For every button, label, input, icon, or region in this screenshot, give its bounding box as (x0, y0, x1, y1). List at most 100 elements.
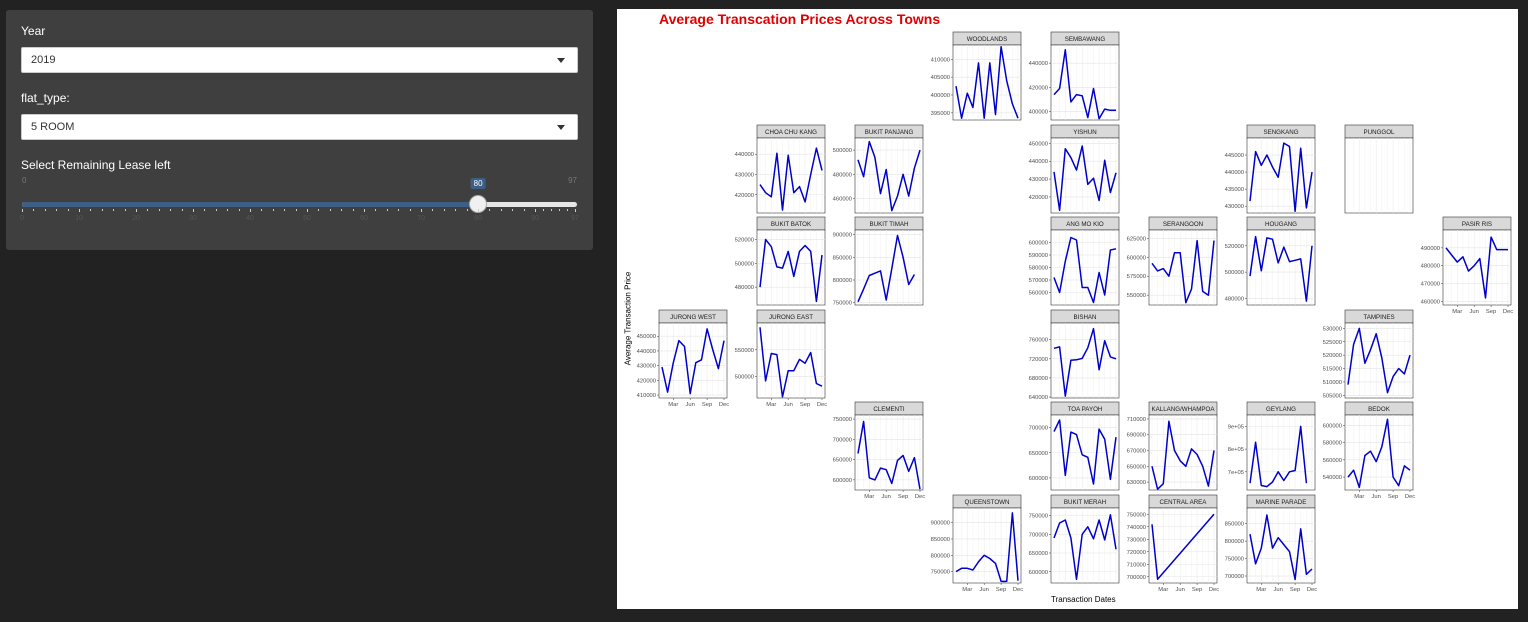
sidebar-panel: Year 2019 flat_type: 5 ROOM Select Remai… (6, 10, 593, 250)
x-tick-label: Dec (817, 402, 827, 408)
year-select[interactable]: 2019 (21, 47, 578, 73)
x-tick-label: Sep (1290, 587, 1300, 593)
x-tick-label: Jun (1470, 309, 1479, 315)
slider-minor-tick (559, 209, 561, 211)
series-line (1249, 514, 1313, 581)
y-tick-label: 430000 (1029, 177, 1048, 183)
series-line (1347, 418, 1411, 489)
facet-panel (1344, 137, 1414, 214)
series-line (1053, 236, 1117, 304)
lease-label: Select Remaining Lease left (21, 158, 171, 172)
y-tick-label: 900000 (931, 521, 950, 527)
x-tick-label: Jun (784, 402, 793, 408)
facet-panel (1246, 137, 1316, 214)
slider-handle[interactable] (469, 195, 488, 213)
y-tick-label: 400000 (931, 93, 950, 99)
series-line (661, 328, 725, 395)
y-tick-label: 590000 (1029, 253, 1048, 259)
facet-strip-label: BUKIT PANJANG (865, 129, 914, 136)
flat-type-select[interactable]: 5 ROOM (21, 114, 578, 140)
y-tick-label: 525000 (1323, 340, 1342, 346)
y-tick-label: 510000 (1323, 380, 1342, 386)
slider-grid-label: 80 (474, 215, 482, 222)
y-tick-label: 440000 (1029, 159, 1048, 165)
x-tick-label: Jun (1372, 494, 1381, 500)
y-tick-label: 440000 (1225, 170, 1244, 176)
y-tick-label: 600000 (1323, 423, 1342, 429)
x-tick-label: Mar (668, 402, 678, 408)
facet-strip-label: BUKIT MERAH (1064, 499, 1106, 506)
x-tick-label: Dec (719, 402, 729, 408)
slider-minor-tick (272, 209, 274, 211)
facet-strip-label: TAMPINES (1363, 314, 1394, 321)
y-tick-label: 600000 (1029, 570, 1048, 576)
year-label: Year (21, 24, 46, 38)
y-tick-label: 550000 (735, 348, 754, 354)
plot-panel: WOODLANDS 395000 400000 405000 410000 SEMBAWA… (617, 9, 1518, 609)
y-tick-label: 505000 (1323, 393, 1342, 399)
y-tick-label: 440000 (637, 349, 656, 355)
y-tick-label: 400000 (1029, 110, 1048, 116)
y-tick-label: 580000 (1029, 266, 1048, 272)
facet-strip-label: HOUGANG (1265, 221, 1297, 228)
y-tick-label: 650000 (1029, 451, 1048, 457)
slider-minor-tick (386, 209, 388, 211)
slider-minor-tick (551, 209, 553, 211)
y-tick-label: 515000 (1323, 367, 1342, 373)
series-line (759, 238, 823, 303)
y-tick-label: 570000 (1029, 278, 1048, 284)
series-line (1053, 514, 1117, 581)
y-tick-label: 850000 (1225, 522, 1244, 528)
y-tick-label: 8e+05 (1228, 447, 1244, 453)
slider-minor-tick (124, 209, 126, 211)
series-line (1347, 327, 1411, 394)
facet-panel (1246, 229, 1316, 306)
facet-strip-label: WOODLANDS (967, 36, 1008, 43)
facet-strip-label: BISHAN (1073, 314, 1096, 321)
y-tick-label: 480000 (735, 285, 754, 291)
y-tick-label: 630000 (1127, 480, 1146, 486)
facet-strip-label: PASIR RIS (1462, 221, 1492, 228)
slider-minor-tick (147, 209, 149, 211)
x-axis-label: Transaction Dates (1051, 595, 1116, 604)
y-tick-label: 750000 (1127, 512, 1146, 518)
series-line (857, 420, 921, 490)
chevron-down-icon[interactable] (557, 58, 565, 63)
slider-value-label: 80 (470, 178, 486, 189)
facet-panel (1050, 322, 1120, 399)
y-tick-label: 500000 (833, 148, 852, 154)
y-tick-label: 520000 (735, 238, 754, 244)
slider-minor-tick (101, 209, 103, 211)
facet-panel (1148, 507, 1218, 584)
remaining-lease-slider[interactable]: 0 97 80 0 10 20 30 40 50 60 70 80 90 97 (20, 174, 579, 234)
slider-minor-tick (489, 209, 491, 211)
y-tick-label: 9e+05 (1228, 424, 1244, 430)
facet-panel (854, 137, 924, 214)
slider-grid-tick (79, 209, 80, 212)
slider-grid-tick (478, 209, 480, 212)
facet-panel (854, 414, 924, 491)
chevron-down-icon[interactable] (557, 125, 565, 130)
y-tick-label: 710000 (1127, 562, 1146, 568)
series-line (1445, 236, 1508, 299)
y-tick-label: 730000 (1127, 537, 1146, 543)
slider-minor-tick (284, 209, 286, 211)
slider-minor-tick (500, 209, 502, 211)
y-tick-label: 430000 (1225, 204, 1244, 210)
slider-grid-label: 60 (360, 215, 368, 222)
slider-minor-tick (398, 209, 400, 211)
slider-minor-tick (543, 209, 545, 211)
slider-minor-tick (352, 209, 354, 211)
x-tick-label: Dec (1307, 587, 1317, 593)
facet-strip-label: SENGKANG (1263, 129, 1298, 136)
y-tick-label: 700000 (833, 437, 852, 443)
x-tick-label: Dec (1209, 587, 1219, 593)
slider-minor-tick (375, 209, 377, 211)
y-tick-label: 750000 (833, 301, 852, 307)
y-tick-label: 670000 (1127, 449, 1146, 455)
y-tick-label: 750000 (931, 570, 950, 576)
slider-minor-tick (512, 209, 514, 211)
slider-minor-tick (523, 209, 525, 211)
slider-grid-label: 50 (303, 215, 311, 222)
slider-minor-tick (341, 209, 343, 211)
